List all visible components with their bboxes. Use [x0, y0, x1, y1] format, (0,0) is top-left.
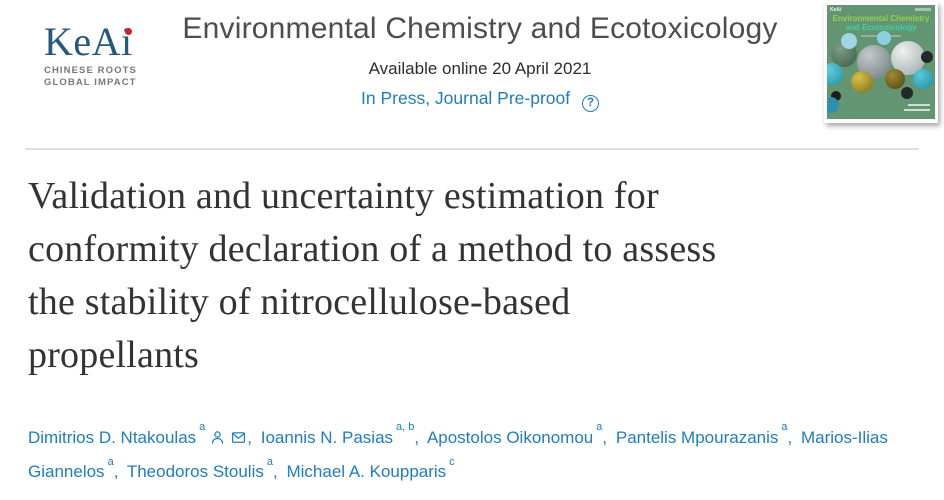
author-affiliation-sup: a, b [396, 421, 415, 433]
cover-sphere [831, 91, 841, 101]
author-separator: , [602, 427, 608, 447]
author: Dimitrios D. Ntakoulasa, [28, 421, 253, 447]
article-title-line: the stability of nitrocellulose-based [28, 281, 571, 323]
cover-sphere [827, 97, 839, 113]
cover-footer-text-bar [908, 104, 930, 106]
author-affiliation-sup: a [107, 455, 114, 468]
author-separator: , [414, 427, 420, 447]
author-separator: , [273, 462, 278, 482]
article-title-line: propellants [28, 334, 200, 376]
available-online-date: Available online 20 April 2021 [368, 59, 592, 78]
author: Marios-Ilias Giannelosa, [28, 428, 888, 482]
article-title-line: Validation and uncertainty estimation fo… [28, 175, 659, 217]
cover-sphere [851, 71, 873, 93]
author-link[interactable]: Ioannis N. Pasias [260, 427, 394, 447]
cover-sphere [877, 31, 891, 45]
in-press-label[interactable]: In Press, Journal Pre-proof [361, 88, 571, 108]
author-separator: , [113, 462, 119, 482]
keai-logo[interactable]: KeAi CHINESE ROOTS GLOBAL IMPACT [44, 20, 137, 89]
author: Theodoros Stoulisa, [126, 456, 278, 482]
author: Michael A. Koupparisc [286, 456, 454, 482]
cover-title-line1: Environmental Chemistry [832, 14, 930, 23]
header-divider [25, 148, 919, 150]
author-link[interactable]: Pantelis Mpourazanis [615, 427, 779, 447]
author-link[interactable]: Theodoros Stoulis [126, 462, 264, 482]
author-link[interactable]: Dimitrios D. Ntakoulas [28, 427, 197, 447]
journal-cover-thumbnail[interactable]: KeAi Environmental Chemistry and Ecotoxi… [824, 2, 938, 123]
author-affiliation-sup: a [199, 421, 206, 433]
author-link[interactable]: Apostolos Oikonomou [426, 427, 594, 447]
cover-sphere [827, 63, 843, 85]
author-separator: , [787, 427, 793, 447]
person-icon[interactable] [210, 430, 225, 445]
cover-sphere-collage [827, 31, 935, 119]
cover-top-text-bar [915, 8, 931, 11]
author-affiliation-sup: a [266, 455, 273, 468]
author-affiliation-sup: a [781, 421, 788, 433]
journal-header: Environmental Chemistry and Ecotoxicolog… [150, 12, 810, 112]
envelope-icon[interactable] [231, 430, 246, 445]
in-press-link[interactable]: In Press, Journal Pre-proof ? [150, 88, 810, 112]
author-list: Dimitrios D. Ntakoulasa, Ioannis N. Pasi… [28, 418, 896, 487]
keai-tagline-line1: CHINESE ROOTS [44, 65, 137, 76]
keai-wordmark: KeAi [44, 20, 133, 64]
article-title-line: conformity declaration of a method to as… [28, 228, 717, 270]
author-link[interactable]: Michael A. Koupparis [286, 462, 447, 482]
journal-cover-art: KeAi Environmental Chemistry and Ecotoxi… [827, 5, 935, 119]
author-link[interactable]: Marios-Ilias Giannelos [28, 427, 888, 482]
cover-keai-brand: KeAi [830, 7, 842, 13]
author-separator: , [247, 427, 253, 447]
article-title: Validation and uncertainty estimation fo… [28, 170, 916, 382]
cover-sphere [901, 87, 913, 99]
keai-wordmark-text: KeAi [44, 19, 133, 64]
keai-red-dot [124, 28, 132, 35]
author-affiliation-sup: c [449, 455, 455, 468]
keai-tagline-line2: GLOBAL IMPACT [44, 77, 137, 88]
author: Pantelis Mpourazanisa, [615, 421, 793, 447]
author: Apostolos Oikonomoua, [426, 421, 608, 447]
cover-sphere [913, 69, 933, 89]
cover-sphere [921, 51, 933, 63]
keai-tagline: CHINESE ROOTS GLOBAL IMPACT [44, 65, 137, 89]
cover-sphere [841, 33, 857, 49]
cover-journal-title: Environmental Chemistry and Ecotoxicolog… [827, 14, 935, 32]
author: Ioannis N. Pasiasa, b, [260, 421, 420, 447]
question-circle-icon[interactable]: ? [582, 95, 599, 112]
cover-title-line2: and Ecotoxicology [845, 23, 917, 32]
author-affiliation-sup: a [596, 421, 603, 433]
journal-title-link[interactable]: Environmental Chemistry and Ecotoxicolog… [182, 12, 778, 45]
cover-footer-text-bar [904, 109, 930, 111]
cover-sphere [885, 69, 905, 89]
